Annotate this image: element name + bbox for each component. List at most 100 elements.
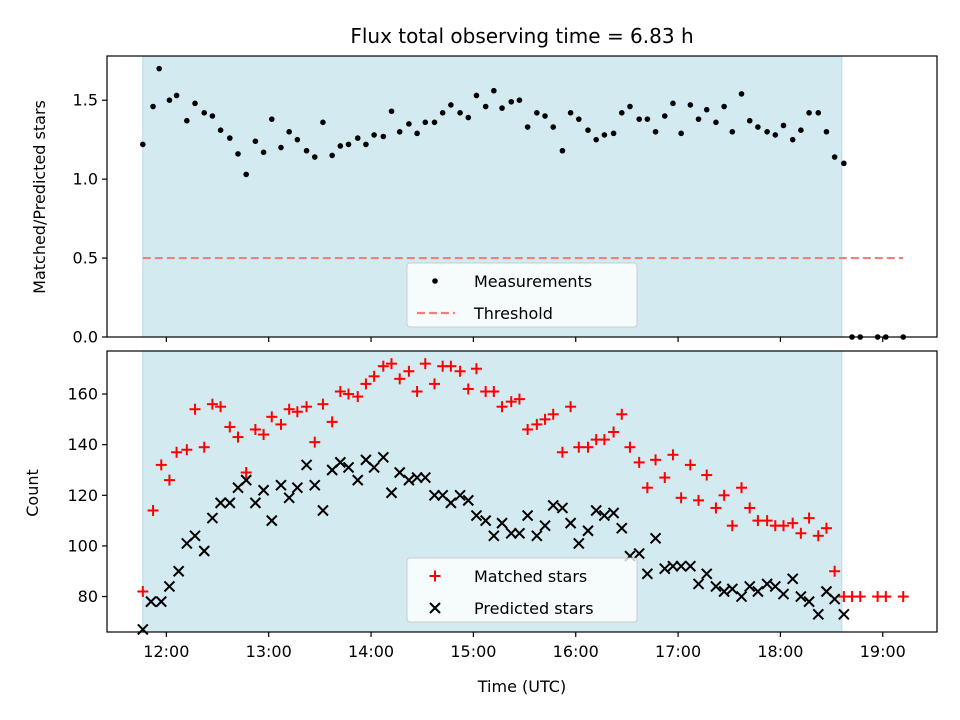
x-tick-label: 19:00 (860, 642, 906, 661)
data-point-plus-45 (522, 423, 534, 435)
data-point-x-34-b (428, 489, 441, 502)
data-point-dot-37 (457, 110, 463, 116)
data-point-x-50-b (564, 517, 577, 529)
data-point-plus-11 (232, 431, 244, 443)
data-point-x-4 (172, 565, 185, 577)
data-point-plus-68 (718, 489, 730, 501)
data-point-plus-25 (352, 391, 364, 403)
data-point-dot-17 (286, 128, 292, 135)
data-point-dot-70 (738, 91, 745, 97)
data-point-dot-75 (780, 122, 787, 129)
data-point-plus-30 (394, 373, 406, 385)
data-point-x-71 (744, 580, 756, 593)
data-point-dot-48 (550, 124, 557, 130)
data-point-x-25 (352, 474, 364, 486)
data-point-dot-30 (396, 128, 403, 135)
data-point-x-44 (513, 527, 526, 539)
data-point-plus-23 (334, 386, 346, 398)
y-tick-label: 80 (78, 587, 98, 606)
data-point-dot-49 (559, 147, 566, 154)
data-point-x-26-b (360, 454, 372, 466)
data-point-x-8 (206, 512, 219, 524)
data-point-x-49 (556, 502, 569, 514)
data-point-dot-13 (252, 138, 259, 145)
data-point-plus-46 (531, 418, 543, 430)
data-point-x-65-b (692, 578, 705, 590)
data-point-x-10-b (224, 497, 236, 509)
data-point-plus-71 (744, 502, 756, 514)
data-point-plus-63 (675, 492, 687, 504)
data-point-plus-64 (684, 459, 696, 471)
data-point-x-51-b (573, 537, 585, 550)
data-point-plus-36 (445, 360, 457, 372)
data-point-dot-4 (173, 92, 180, 99)
data-point-dot-0 (140, 141, 146, 148)
data-point-dot-25 (354, 135, 361, 141)
data-point-x-58-b (633, 547, 645, 560)
bottom-panel-counts: 80 100 120 140 160 12:00 13:00 14:00 15:00 16:00 1… (67, 350, 938, 661)
data-point-x-39-b (470, 509, 483, 522)
data-point-dot-67 (713, 119, 719, 126)
data-point-x-47-b (539, 519, 551, 532)
data-point-plus-52 (582, 441, 594, 453)
top-panel-ratio: 0.0 0.5 1.0 1.5 Measurements Threshold (73, 55, 938, 347)
data-point-dot-41 (491, 87, 497, 94)
y-tick-label: 1.5 (73, 91, 98, 110)
series-matched-stars (137, 358, 909, 603)
data-point-dot-80 (823, 128, 830, 135)
data-point-x-78-b (803, 595, 815, 608)
data-point-x-15-b (266, 514, 278, 527)
data-point-plus-0 (137, 585, 149, 597)
legend-swatch-x-b (429, 602, 441, 614)
data-point-plus-70 (736, 482, 748, 494)
data-point-dot-15 (268, 116, 275, 122)
data-point-x-68-b (718, 585, 730, 598)
data-point-x-60 (649, 532, 662, 545)
data-point-plus-76 (787, 517, 799, 529)
data-point-x-44-b (513, 527, 526, 539)
data-point-x-62-b (667, 560, 679, 572)
data-point-x-23 (334, 456, 347, 469)
data-point-x-66 (701, 568, 713, 580)
data-point-x-60-b (649, 532, 662, 545)
data-point-x-81 (828, 593, 841, 605)
data-point-x-49-b (556, 502, 569, 514)
data-point-plus-24 (343, 388, 355, 400)
data-point-x-72-b (752, 585, 764, 598)
data-point-x-48 (547, 499, 559, 512)
data-point-x-38-b (462, 494, 474, 507)
data-point-plus-37 (454, 365, 466, 377)
data-point-plus-21 (317, 398, 329, 410)
data-point-dot-50 (567, 110, 574, 116)
data-point-x-43-b (505, 527, 517, 539)
data-point-plus-38 (462, 383, 474, 395)
data-point-dot-6 (192, 100, 198, 107)
data-point-x-61-b (659, 563, 671, 575)
data-point-plus-20 (309, 436, 321, 448)
data-point-x-41-b (488, 530, 500, 542)
data-point-plus-43 (505, 396, 517, 408)
data-point-x-13-b (249, 497, 262, 509)
data-point-dot-32 (414, 130, 420, 137)
data-point-plus-79 (812, 530, 824, 542)
data-point-plus-42 (496, 401, 508, 413)
data-point-x-8-b (206, 512, 219, 524)
data-point-x-14-b (257, 484, 270, 496)
data-point-x-80-b (820, 585, 833, 598)
data-point-x-65 (692, 578, 705, 590)
data-point-dot-58 (636, 116, 642, 122)
data-point-dot-16 (278, 144, 284, 151)
data-point-dot-82 (841, 160, 847, 167)
data-point-x-55-b (607, 507, 620, 519)
chart-title: Flux total observing time = 6.83 h (350, 24, 693, 48)
data-point-dot-9 (217, 127, 224, 133)
data-point-dot-77 (798, 127, 804, 133)
data-point-dot-53 (593, 136, 599, 143)
data-point-plus-57 (624, 441, 636, 453)
data-point-x-7 (198, 545, 210, 557)
data-point-x-31-b (403, 474, 415, 486)
data-point-x-70-b (735, 590, 748, 603)
data-point-x-55 (607, 507, 620, 519)
data-point-x-82-b (838, 608, 850, 620)
data-point-x-48-b (547, 499, 559, 512)
